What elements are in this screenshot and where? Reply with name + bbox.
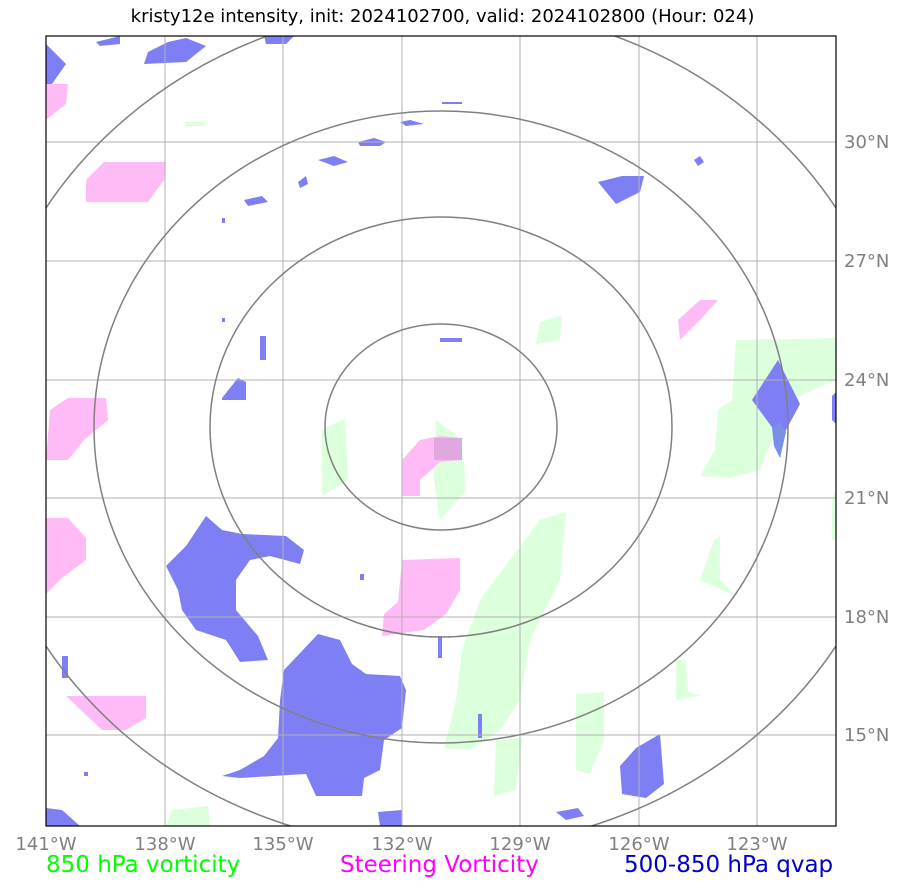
vorticity-850-contours xyxy=(166,122,836,826)
legend-850-vorticity: 850 hPa vorticity xyxy=(46,852,241,878)
legend-qvap: 500-850 hPa qvap xyxy=(624,852,834,878)
lat-tick-label: 27°N xyxy=(844,251,889,272)
lat-tick-label: 24°N xyxy=(844,370,889,391)
latitude-labels: 30°N 27°N 24°N 21°N 18°N 15°N xyxy=(844,132,889,746)
lat-tick-label: 15°N xyxy=(844,725,889,746)
steering-vorticity-overlap xyxy=(434,438,462,460)
lon-tick-label: 135°W xyxy=(252,834,313,855)
lon-tick-label: 132°W xyxy=(371,834,432,855)
lon-tick-label: 141°W xyxy=(15,834,76,855)
lat-tick-label: 21°N xyxy=(844,488,889,509)
lat-tick-label: 30°N xyxy=(844,132,889,153)
lat-tick-label: 18°N xyxy=(844,607,889,628)
lon-tick-label: 138°W xyxy=(134,834,195,855)
lon-tick-label: 123°W xyxy=(726,834,787,855)
map-title: kristy12e intensity, init: 2024102700, v… xyxy=(130,6,755,27)
lon-tick-label: 129°W xyxy=(489,834,550,855)
range-rings xyxy=(46,36,836,826)
qvap-contours xyxy=(46,36,836,826)
lon-tick-label: 126°W xyxy=(608,834,669,855)
gridlines xyxy=(46,36,836,826)
qvap-overlap xyxy=(772,422,786,458)
legend-steering-vorticity: Steering Vorticity xyxy=(340,852,539,878)
map-frame xyxy=(45,35,837,827)
longitude-labels: 141°W 138°W 135°W 132°W 129°W 126°W 123°… xyxy=(15,834,787,855)
